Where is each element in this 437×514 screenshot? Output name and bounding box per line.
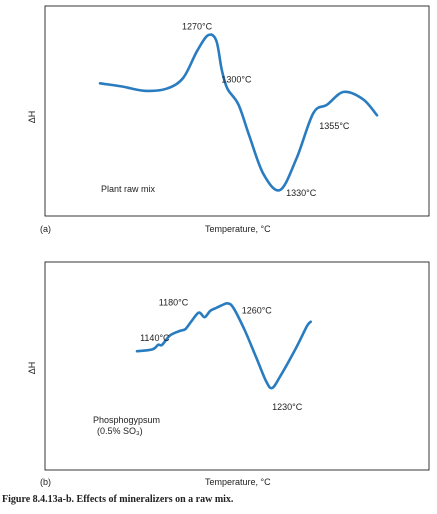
panel-a-x-axis-label: Temperature, °C — [205, 224, 271, 234]
panel-b-dta-curve — [135, 302, 312, 390]
panel-b-annotation-trough: 1230°C — [272, 402, 303, 412]
panel-a-annotation-peak: 1270°C — [182, 21, 213, 31]
panel-a-annotation-shoulder: 1300°C — [221, 75, 252, 85]
panel-b-x-axis-label: Temperature, °C — [205, 477, 271, 487]
panel-a-y-axis-label: ΔH — [27, 111, 37, 124]
panel-a-annotation-trough: 1330°C — [286, 188, 317, 198]
panel-b-annotation-peak: 1260°C — [242, 305, 273, 315]
panel-a-sample-label: Plant raw mix — [101, 184, 156, 194]
panel-b-label: (b) — [40, 477, 51, 487]
panel-b-annotation-shoulder: 1140°C — [140, 333, 170, 343]
panel-b-frame — [44, 261, 430, 471]
panel-a-frame — [44, 5, 430, 217]
figure-caption: Figure 8.4.13a-b. Effects of mineralizer… — [2, 494, 234, 505]
panel-b: 1140°C 1180°C 1260°C 1230°C Phosphogypsum (… — [27, 261, 430, 487]
panel-a: 1270°C 1300°C 1330°C 1355°C Plant raw mix (… — [27, 5, 430, 234]
panel-a-annotation-shoulder: 1355°C — [319, 121, 350, 131]
panel-a-label: (a) — [40, 224, 51, 234]
panel-b-sample-sublabel: (0.5% SO₃) — [97, 426, 143, 436]
panel-b-sample-label: Phosphogypsum — [93, 415, 160, 425]
panel-a-dta-curve — [98, 33, 379, 192]
panel-b-annotation-peak: 1180°C — [159, 298, 189, 308]
panel-b-y-axis-label: ΔH — [27, 362, 37, 375]
